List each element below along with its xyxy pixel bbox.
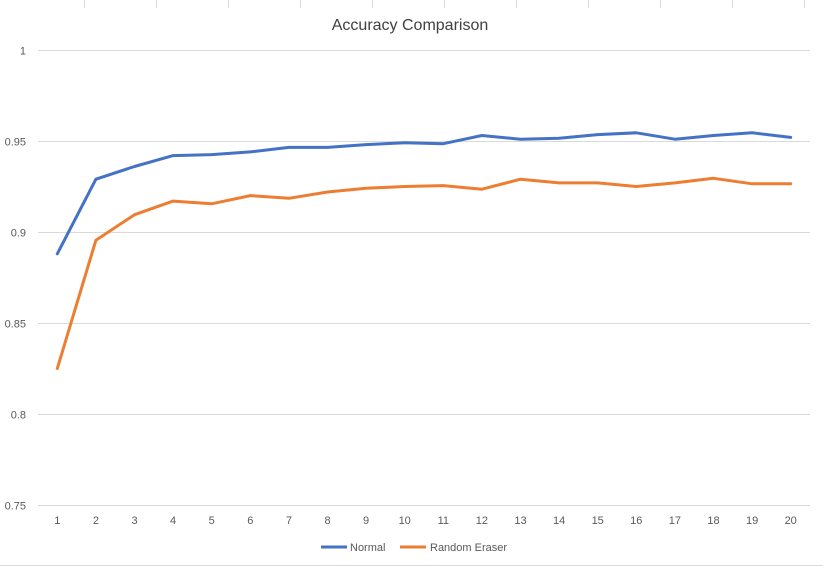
data-point [519, 178, 522, 181]
data-point [210, 153, 213, 156]
y-tick-label: 0.9 [11, 228, 26, 240]
x-tick-label: 13 [514, 515, 526, 527]
y-axis-tick-labels: 0.75 0.8 0.85 0.9 0.95 1 [5, 46, 26, 513]
x-tick-label: 17 [669, 515, 681, 527]
data-point [480, 188, 484, 191]
x-axis-tick-labels: 1 2 3 4 5 6 7 8 9 10 11 12 13 14 15 16 17 18 19 20 [54, 515, 797, 527]
data-point [673, 181, 677, 185]
y-tick-label: 0.95 [5, 137, 26, 149]
data-point [94, 239, 98, 242]
x-tick-label: 1 [54, 515, 60, 527]
y-tick-label: 1 [20, 46, 26, 58]
legend: Normal Random Eraser [321, 542, 507, 554]
chart-bottom-edge [0, 565, 823, 566]
data-point [596, 133, 599, 136]
data-point [712, 177, 715, 180]
data-point [712, 134, 715, 137]
x-tick-label: 20 [785, 515, 797, 527]
data-point [133, 213, 136, 216]
x-tick-label: 14 [553, 515, 565, 527]
data-point [442, 142, 445, 145]
data-point [287, 197, 291, 200]
x-tick-label: 6 [247, 515, 253, 527]
x-tick-label: 2 [93, 515, 99, 527]
data-point [56, 367, 59, 370]
data-point [635, 131, 638, 134]
x-tick-label: 18 [707, 515, 719, 527]
series-line-normal [55, 131, 793, 256]
data-point [596, 181, 599, 185]
data-point [442, 184, 445, 187]
data-point [287, 146, 291, 149]
data-point [750, 182, 754, 185]
x-tick-label: 11 [438, 515, 449, 527]
x-tick-label: 8 [324, 515, 330, 527]
y-tick-label: 0.8 [11, 410, 26, 422]
x-tick-label: 12 [476, 515, 488, 527]
x-tick-label: 15 [592, 515, 604, 527]
data-point [364, 143, 368, 146]
data-point [249, 194, 252, 197]
data-point [171, 199, 175, 203]
data-point [480, 134, 484, 137]
chart-title: Accuracy Comparison [332, 17, 489, 34]
data-point [557, 137, 561, 140]
data-point [403, 141, 406, 144]
legend-label: Random Eraser [430, 542, 507, 554]
series-line-random-eraser [55, 176, 793, 370]
data-point [364, 187, 368, 190]
data-point [789, 182, 792, 185]
data-point [789, 136, 792, 139]
data-point [210, 202, 213, 205]
data-point [56, 252, 59, 255]
data-point [557, 181, 561, 185]
gridlines [38, 50, 810, 506]
y-tick-label: 0.85 [5, 319, 26, 331]
series-lines [55, 131, 793, 370]
x-tick-label: 7 [286, 515, 292, 527]
spreadsheet-cell-borders [0, 0, 823, 8]
data-point [673, 138, 677, 141]
data-point [326, 146, 329, 149]
x-tick-label: 9 [363, 515, 369, 527]
x-tick-label: 19 [746, 515, 758, 527]
legend-label: Normal [350, 542, 385, 554]
x-tick-label: 4 [170, 515, 176, 527]
data-point [133, 165, 136, 168]
x-tick-label: 16 [630, 515, 642, 527]
data-point [635, 185, 638, 188]
x-tick-label: 10 [399, 515, 411, 527]
x-tick-label: 3 [131, 515, 137, 527]
data-point [171, 154, 175, 157]
data-point [326, 190, 329, 194]
y-tick-label: 0.75 [5, 501, 26, 513]
data-point [94, 178, 98, 181]
x-tick-label: 5 [209, 515, 215, 527]
data-point [403, 185, 406, 188]
data-point [750, 131, 754, 134]
data-point [519, 138, 522, 141]
data-point [249, 150, 252, 154]
